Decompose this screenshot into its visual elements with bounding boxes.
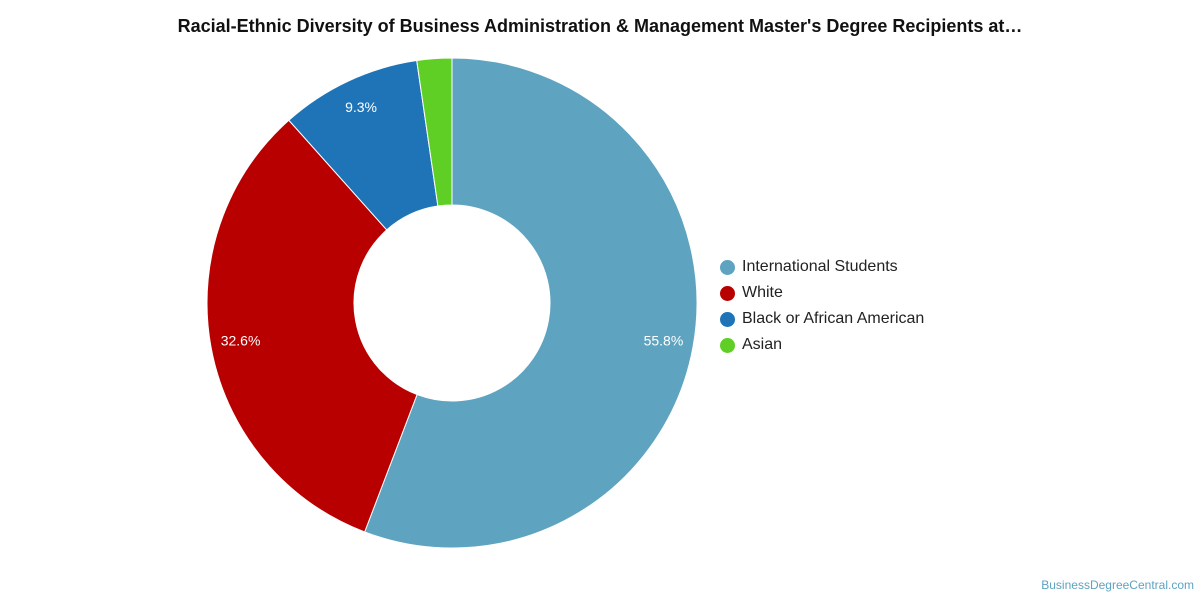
slice-data-label: 9.3% bbox=[345, 99, 377, 115]
legend-item-white[interactable]: White bbox=[720, 280, 924, 306]
legend-label: Asian bbox=[742, 336, 783, 353]
legend-swatch bbox=[720, 285, 735, 301]
donut-slice-white[interactable] bbox=[206, 119, 418, 533]
chart-title: Racial-Ethnic Diversity of Business Admi… bbox=[177, 16, 1023, 36]
slice-data-label: 32.6% bbox=[221, 333, 261, 349]
legend-item-international-students[interactable]: International Students bbox=[720, 254, 924, 280]
source-credit-link[interactable]: BusinessDegreeCentral.com bbox=[1041, 578, 1194, 592]
legend-swatch bbox=[720, 311, 735, 327]
donut-slice-asian[interactable] bbox=[416, 57, 453, 207]
legend-label: International Students bbox=[742, 258, 898, 275]
donut-slice-international-students[interactable] bbox=[364, 57, 698, 549]
legend-item-asian[interactable]: Asian bbox=[720, 332, 924, 358]
legend-label: Black or African American bbox=[742, 310, 925, 327]
chart-legend: International Students White Black or Af… bbox=[720, 254, 924, 358]
legend-swatch bbox=[720, 337, 735, 353]
legend-label: White bbox=[742, 284, 783, 301]
legend-item-black-or-african-american[interactable]: Black or African American bbox=[720, 306, 924, 332]
legend-swatch bbox=[720, 259, 735, 275]
slice-data-label: 55.8% bbox=[644, 333, 684, 349]
